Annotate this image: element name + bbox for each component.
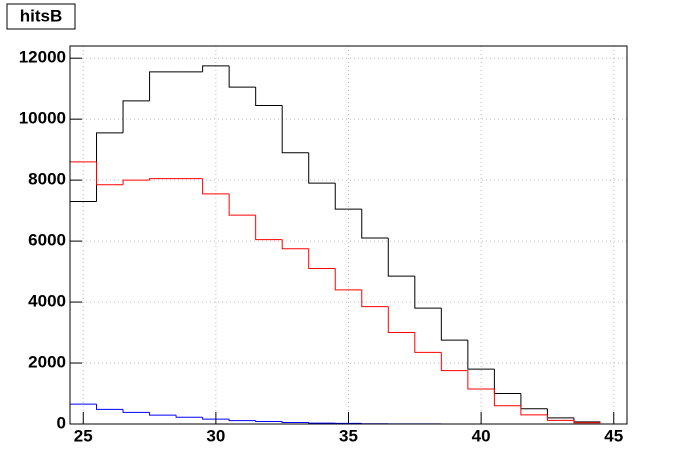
histogram-bin — [202, 65, 230, 72]
y-tick-label: 12000 — [19, 48, 66, 67]
x-tick-label: 35 — [339, 426, 358, 445]
histogram-bin — [467, 340, 495, 370]
x-tick-label: 25 — [74, 426, 93, 445]
x-tick-label: 40 — [472, 426, 491, 445]
histogram-bin — [387, 238, 415, 277]
histogram-bin — [202, 417, 230, 420]
histogram-bin — [255, 420, 283, 423]
y-tick-label: 6000 — [28, 231, 66, 250]
x-tick-label: 30 — [206, 426, 225, 445]
chart-title: hitsB — [20, 6, 63, 25]
histogram-bin — [122, 179, 150, 185]
histogram-bin — [149, 412, 177, 416]
histogram-bin — [96, 404, 124, 410]
histogram-bin — [493, 388, 521, 407]
histogram-bin — [520, 405, 548, 416]
x-tick-label: 45 — [604, 426, 623, 445]
histogram-bin — [440, 352, 468, 372]
y-tick-label: 8000 — [28, 170, 66, 189]
histogram-bin — [440, 308, 468, 341]
plot-frame — [69, 45, 628, 425]
histogram-bin — [255, 215, 283, 241]
histogram-bin — [308, 248, 336, 270]
histogram-bin — [149, 178, 177, 181]
histogram-bin — [334, 268, 362, 291]
histogram-bin — [149, 71, 177, 101]
histogram-bin — [387, 306, 415, 334]
histogram-bin — [308, 422, 336, 424]
histogram-bin — [281, 105, 309, 154]
title-box — [6, 3, 76, 30]
histogram-bin — [228, 419, 256, 422]
histogram-bin — [361, 289, 389, 308]
histogram-bin — [414, 276, 442, 309]
histogram-bin — [255, 87, 283, 106]
histogram-bin — [281, 239, 309, 250]
y-tick-label: 0 — [57, 413, 66, 432]
y-tick-label: 2000 — [28, 353, 66, 372]
histogram-bin — [414, 332, 442, 353]
histogram-bin — [361, 209, 389, 239]
histogram-bin — [228, 193, 256, 216]
histogram-bin — [122, 100, 150, 133]
histogram-bin — [334, 183, 362, 210]
histogram-bin — [467, 370, 495, 390]
histogram-bin — [308, 152, 336, 184]
y-tick-label: 4000 — [28, 292, 66, 311]
histogram-bin — [546, 414, 574, 421]
histogram-bin — [122, 409, 150, 413]
histogram-bin — [228, 65, 256, 88]
histogram-bin — [281, 421, 309, 423]
y-tick-label: 10000 — [19, 109, 66, 128]
histogram-bin — [175, 415, 203, 418]
histogram-bin — [202, 178, 230, 195]
histogram-bin — [573, 420, 601, 424]
histogram-bin — [96, 161, 124, 186]
